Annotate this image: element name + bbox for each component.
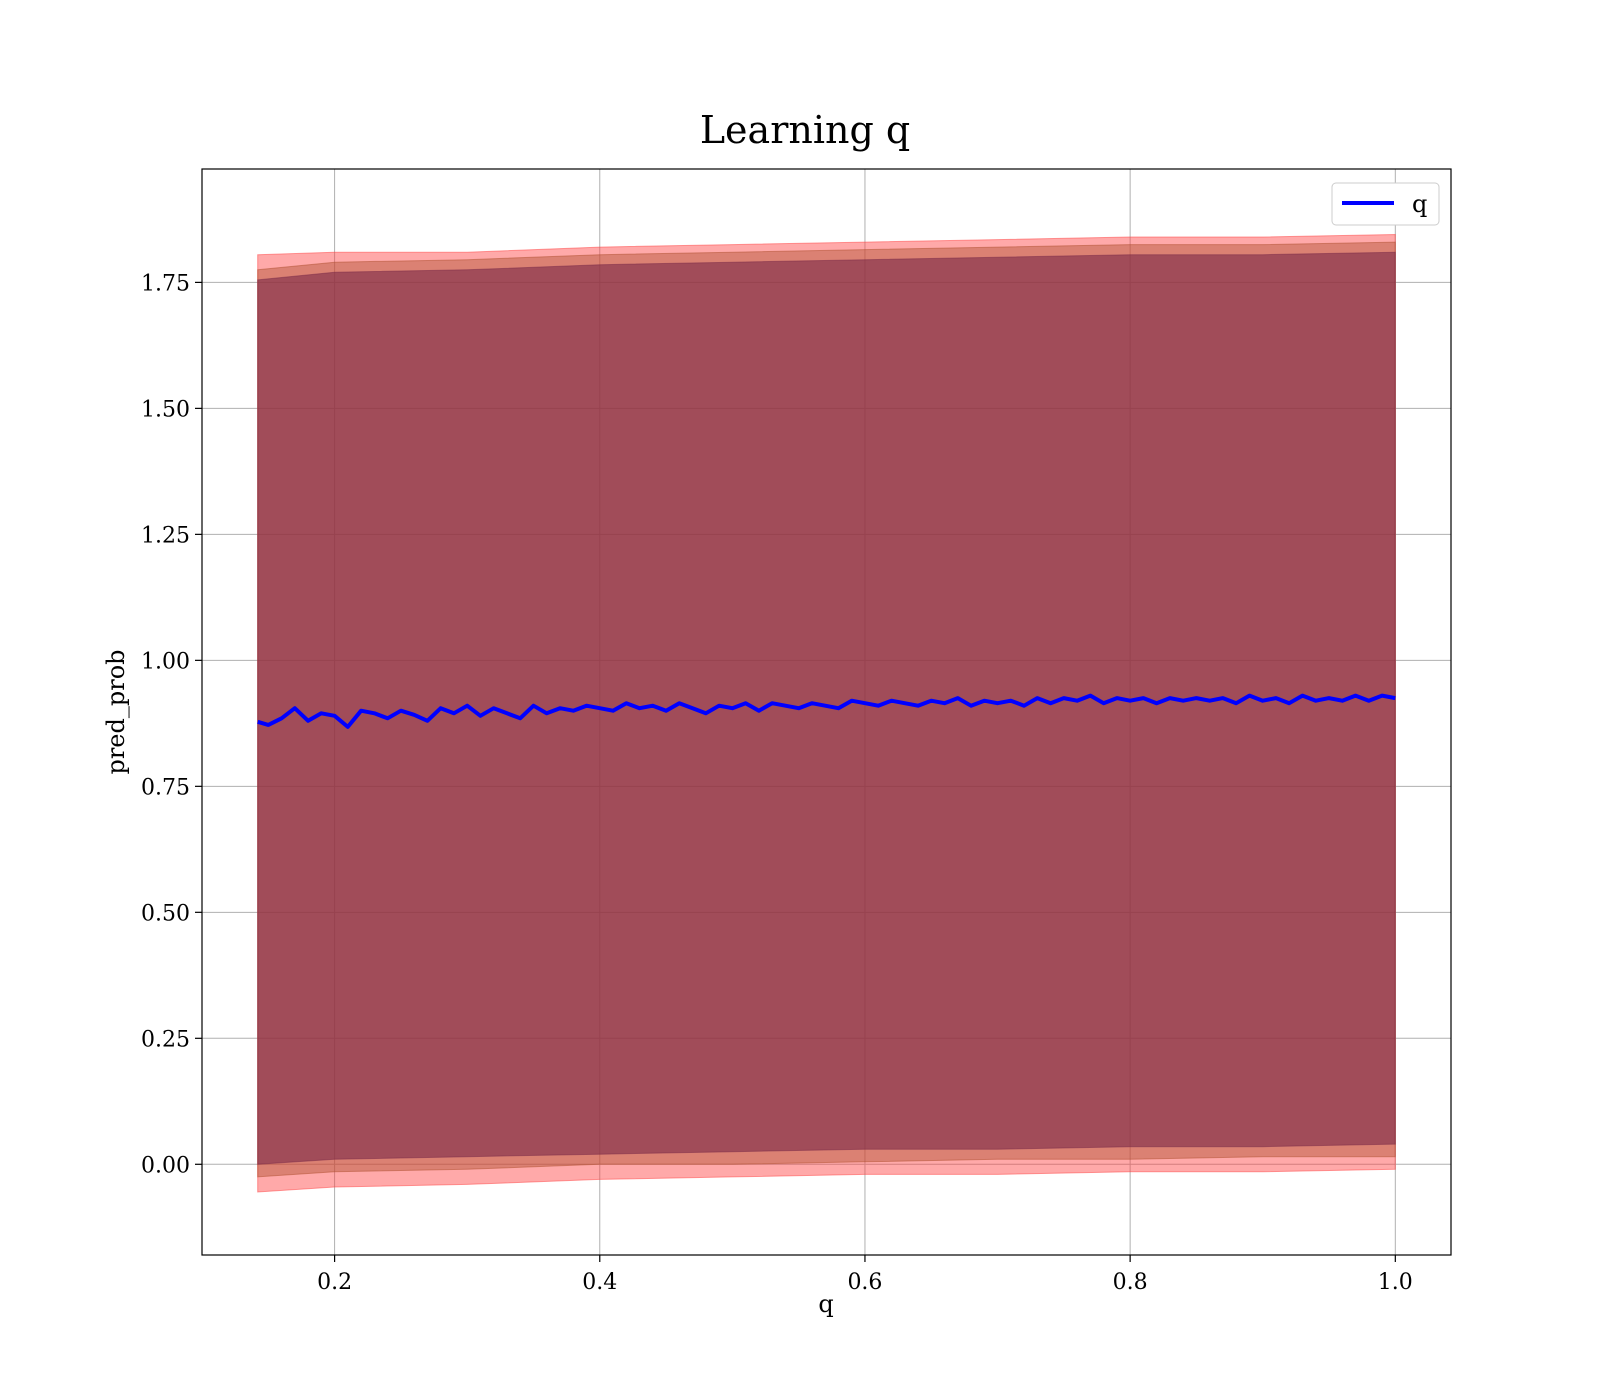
- y-tick-label: 1.50: [141, 397, 190, 422]
- x-tick-label: 0.6: [847, 1270, 882, 1295]
- x-tick-label: 0.2: [317, 1270, 352, 1295]
- y-axis-label: pred_prob: [102, 649, 130, 774]
- y-tick-label: 1.25: [141, 523, 190, 548]
- legend: q: [1331, 182, 1440, 226]
- y-tick-label: 0.00: [141, 1153, 190, 1178]
- x-axis-label: q: [818, 1290, 833, 1318]
- x-tick-label: 1.0: [1378, 1270, 1413, 1295]
- confidence-bands: [257, 233, 1396, 1193]
- y-tick-label: 1.00: [141, 649, 190, 674]
- y-tick-label: 0.75: [141, 775, 190, 800]
- y-tick-label: 0.50: [141, 901, 190, 926]
- y-tick-label: 1.75: [141, 271, 190, 296]
- y-tick-label: 0.25: [141, 1027, 190, 1052]
- line-series-q: [257, 693, 1396, 729]
- plot-frame: [201, 168, 1452, 1256]
- chart-title: Learning q: [700, 108, 910, 152]
- y-axis-ticks: 0.00 0.25 0.50 0.75 1.00 1.25 1.50 1.75: [141, 271, 202, 1178]
- x-tick-label: 0.8: [1113, 1270, 1148, 1295]
- legend-label-q: q: [1412, 190, 1427, 218]
- x-axis-ticks: 0.2 0.4 0.6 0.8 1.0: [317, 1255, 1413, 1295]
- x-tick-label: 0.4: [582, 1270, 617, 1295]
- series-lines: [257, 693, 1396, 729]
- band-2: [257, 251, 1396, 1165]
